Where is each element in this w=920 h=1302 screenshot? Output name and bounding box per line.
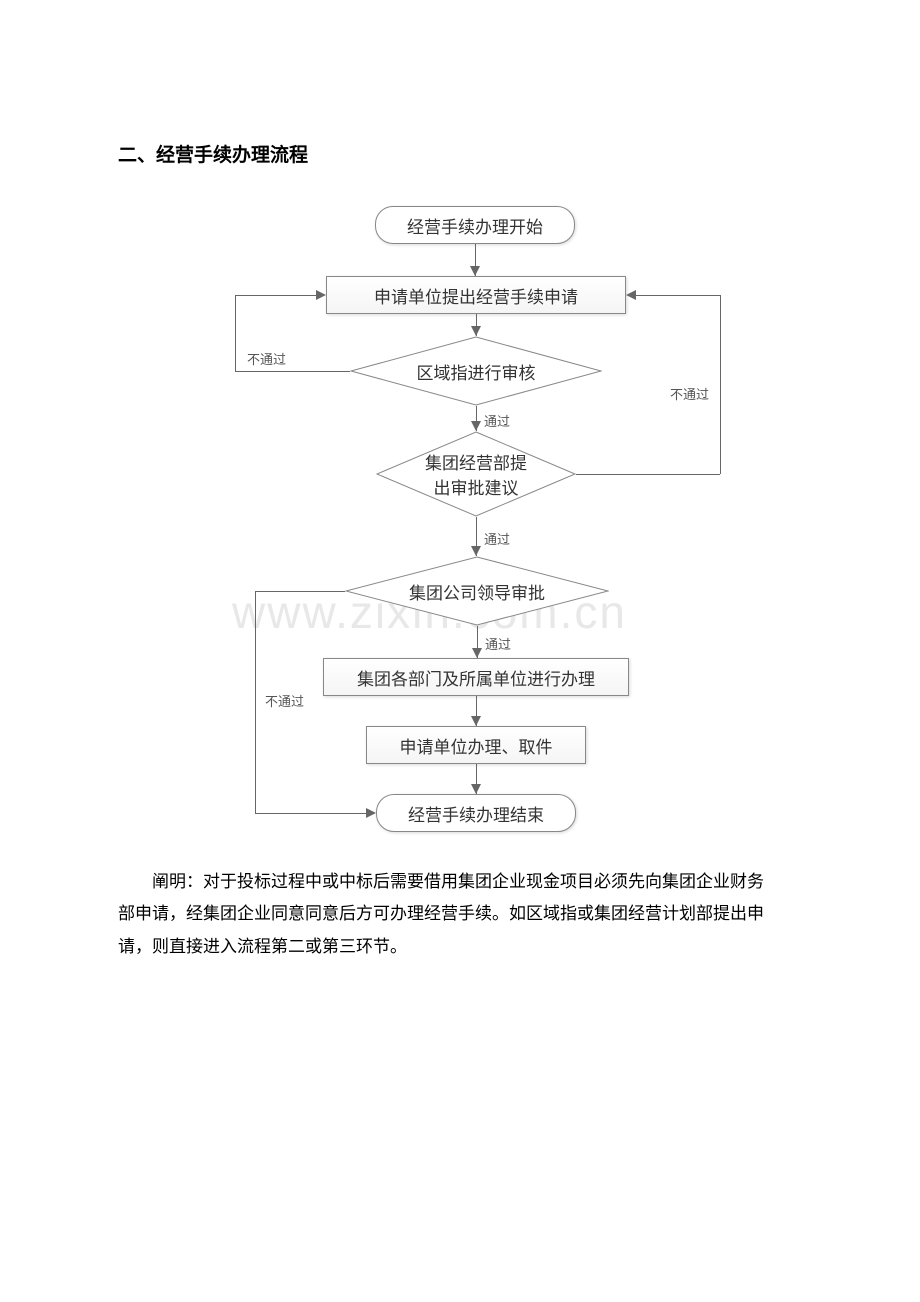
flowchart-process-pickup: 申请单位办理、取件	[366, 726, 586, 764]
edge-label: 通过	[485, 634, 511, 653]
flowchart-decision-review2: 集团经营部提 出审批建议	[376, 431, 576, 517]
body-line: 阐明：对于投标过程中或中标后需要借用集团企业现金项目必须先向集团企业财务	[118, 866, 810, 898]
flowchart-terminal-start: 经营手续办理开始	[375, 206, 575, 244]
edge-label: 不通过	[247, 349, 286, 368]
flowchart-terminal-end: 经营手续办理结束	[376, 794, 576, 832]
flowchart-decision-approve: 集团公司领导审批	[345, 556, 609, 626]
flowchart-process-apply: 申请单位提出经营手续申请	[326, 276, 626, 314]
edge-label: 通过	[484, 411, 510, 430]
edge-label: 不通过	[265, 691, 304, 710]
body-paragraph: 阐明：对于投标过程中或中标后需要借用集团企业现金项目必须先向集团企业财务部申请，…	[118, 866, 810, 963]
edge-label: 通过	[484, 529, 510, 548]
flowchart-decision-review1: 区域指进行审核	[350, 336, 602, 406]
flowchart-process-handle: 集团各部门及所属单位进行办理	[323, 658, 629, 696]
edge-label: 不通过	[670, 384, 709, 403]
body-line: 请，则直接进入流程第二或第三环节。	[118, 931, 810, 963]
body-line: 部申请，经集团企业同意同意后方可办理经营手续。如区域指或集团经营计划部提出申	[118, 898, 810, 930]
flowchart: 经营手续办理开始申请单位提出经营手续申请区域指进行审核集团经营部提 出审批建议集…	[0, 0, 920, 1302]
